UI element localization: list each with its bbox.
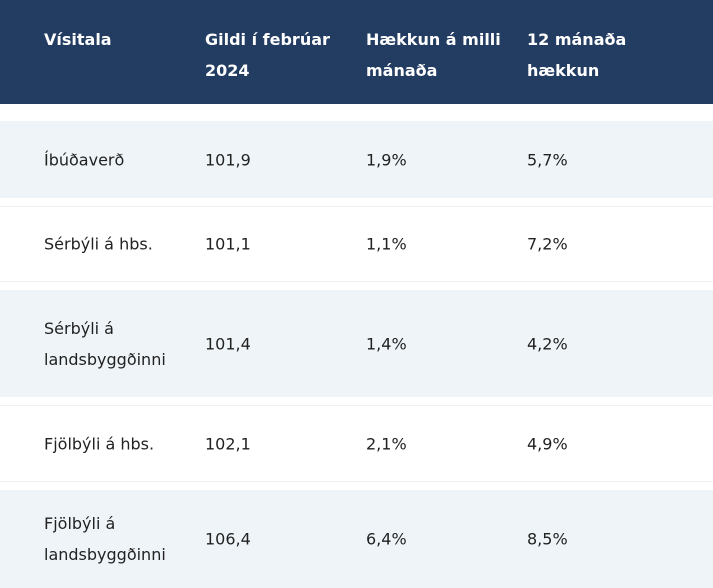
table-cell: 106,4 bbox=[205, 529, 251, 549]
table-cell: Fjölbýli á hbs. bbox=[44, 434, 155, 453]
table-header: Vísitala Gildi í febrúar 2024 Hækkun á mil… bbox=[0, 0, 713, 104]
table-row: Sérbýli á hbs. 101,1 1,1% 7,2% bbox=[0, 206, 713, 282]
table-cell: 102,1 bbox=[205, 434, 251, 453]
table-cell: Íbúðaverð bbox=[44, 150, 125, 169]
header-cell: Vísitala bbox=[44, 30, 112, 49]
table-cell: 1,4% bbox=[366, 334, 407, 353]
table-row: Íbúðaverð 101,9 1,9% 5,7% bbox=[0, 121, 713, 198]
table-cell: Sérbýli á hbs. bbox=[44, 234, 153, 254]
table-cell: Fjölbýli á landsbyggðinni bbox=[44, 514, 166, 564]
table-cell: 2,1% bbox=[366, 434, 407, 453]
table-cell: 6,4% bbox=[366, 529, 407, 549]
table-cell: 7,2% bbox=[527, 234, 568, 254]
table-cell: 8,5% bbox=[527, 529, 568, 549]
table-cell: 1,1% bbox=[366, 234, 407, 254]
table-cell: Sérbýli á landsbyggðinni bbox=[44, 318, 166, 369]
table-cell: 5,7% bbox=[527, 150, 568, 169]
table-row: Sérbýli á landsbyggðinni 101,4 1,4% 4,2% bbox=[0, 290, 713, 397]
table-cell: 101,9 bbox=[205, 150, 251, 169]
table-cell: 101,1 bbox=[205, 234, 251, 254]
header-cell: Gildi í febrúar 2024 bbox=[205, 30, 330, 80]
header-cell: Hækkun á milli mánaða bbox=[366, 30, 501, 80]
table-row: Fjölbýli á hbs. 102,1 2,1% 4,9% bbox=[0, 405, 713, 482]
table-cell: 4,2% bbox=[527, 334, 568, 353]
table-row: Fjölbýli á landsbyggðinni 106,4 6,4% 8,5% bbox=[0, 490, 713, 588]
table-cell: 4,9% bbox=[527, 434, 568, 453]
table-cell: 101,4 bbox=[205, 334, 251, 353]
header-cell: 12 mánaða hækkun bbox=[527, 30, 627, 80]
table-cell: 1,9% bbox=[366, 150, 407, 169]
